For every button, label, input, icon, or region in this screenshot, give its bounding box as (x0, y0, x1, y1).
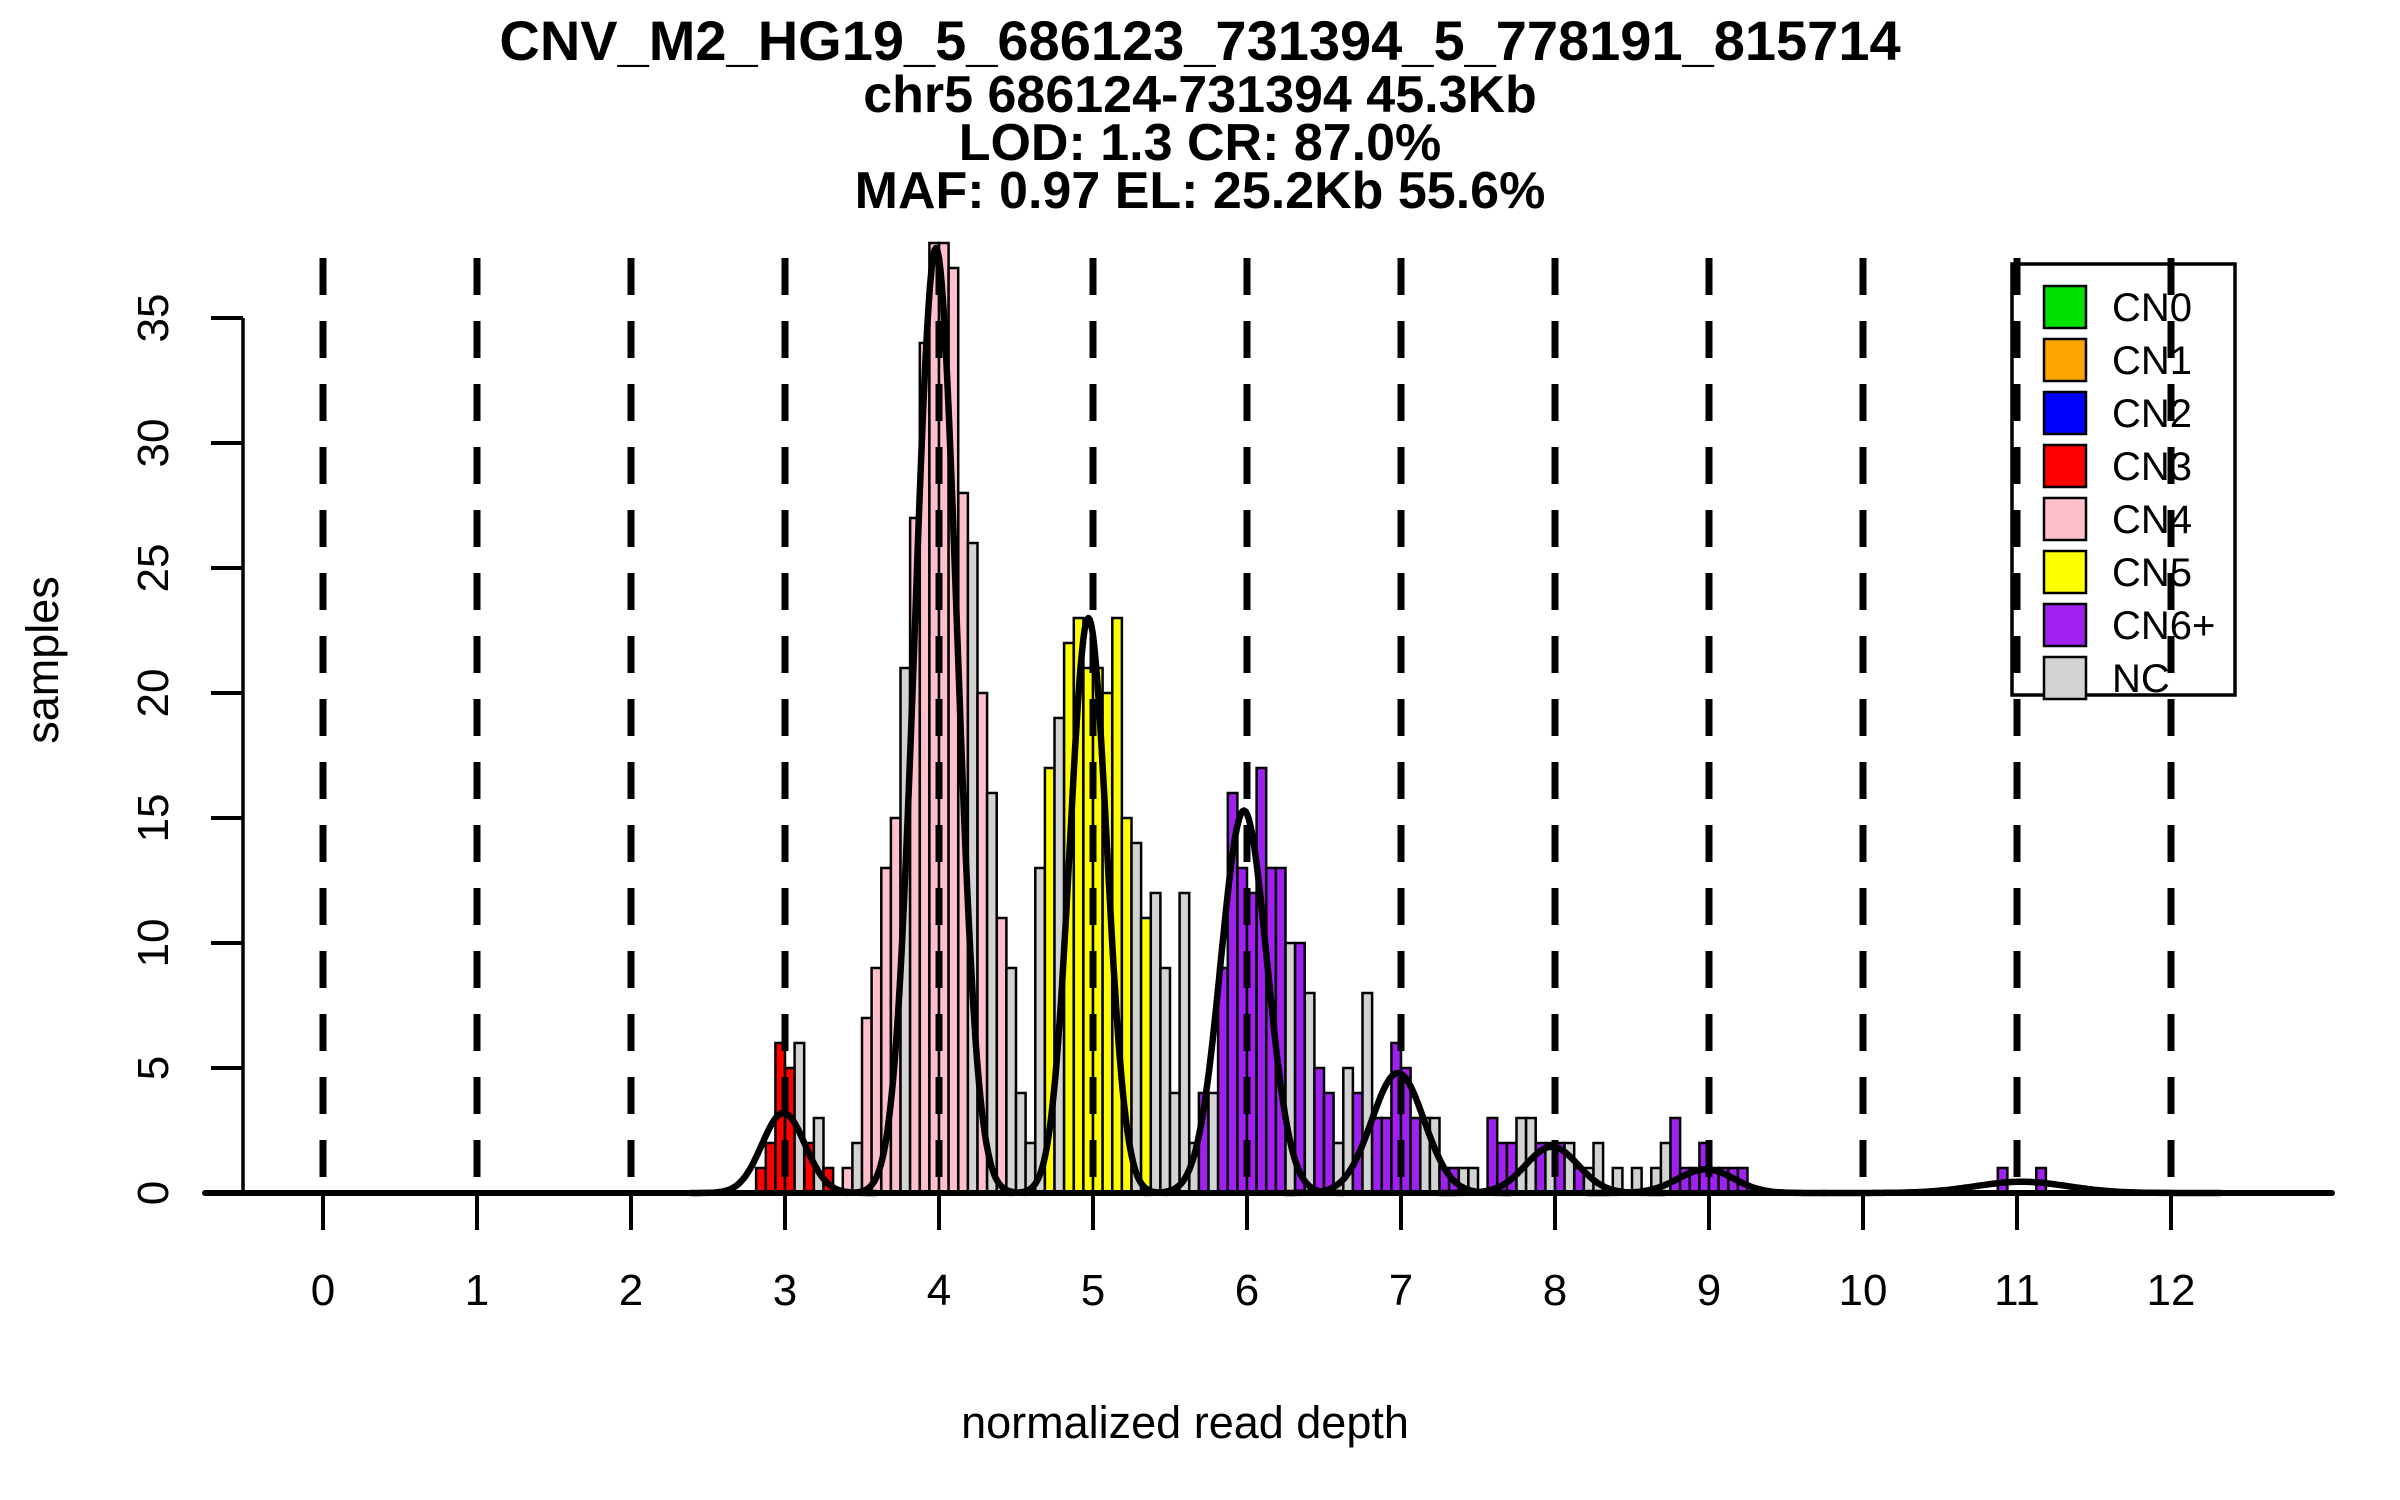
histogram-bar-cn6 (1380, 1116, 1393, 1195)
y-tick-label: 10 (129, 919, 178, 968)
histogram-bar-nc (1014, 1091, 1027, 1195)
histogram-bar-cn6 (1409, 1116, 1422, 1195)
histogram-bar-nc (1130, 841, 1143, 1195)
plot-title: CNV_M2_HG19_5_686123_731394_5_778191_815… (499, 9, 1900, 72)
legend: CN0 CN1 CN2 CN3 CN4 CN5 CN6+ NC (2010, 262, 2237, 701)
histogram-bar-nc (1034, 866, 1047, 1195)
histogram-bar-nc (1515, 1116, 1528, 1195)
y-tick-label: 30 (129, 419, 178, 468)
y-axis-title: samples (17, 576, 68, 744)
x-tick-label: 2 (619, 1266, 643, 1315)
x-axis-title: normalized read depth (961, 1397, 1409, 1448)
legend-label: CN5 (2112, 551, 2192, 595)
legend-label: CN2 (2112, 392, 2192, 436)
density-curves (202, 244, 2335, 1197)
legend-swatch-cn1 (2042, 337, 2088, 383)
histogram-bar-nc (793, 1041, 806, 1195)
legend-swatch-cn6 (2042, 602, 2088, 648)
histogram-bar-nc (1207, 1091, 1220, 1195)
histogram-bar-nc (1168, 1091, 1181, 1195)
legend-label: CN1 (2112, 339, 2192, 383)
y-tick-label: 20 (129, 669, 178, 718)
legend-label: CN6+ (2112, 604, 2215, 648)
y-tick-label: 35 (129, 294, 178, 343)
y-tick-label: 25 (129, 544, 178, 593)
histogram-bar-cn5 (1139, 916, 1152, 1195)
histogram-bar-cn3 (764, 1141, 777, 1195)
legend-swatch-nc (2042, 655, 2088, 701)
x-tick-label: 1 (465, 1266, 489, 1315)
y-axis-ticks: 0 5 10 15 20 25 30 35 (129, 294, 243, 1205)
y-tick-label: 0 (129, 1181, 178, 1205)
legend-swatch-cn4 (2042, 496, 2088, 542)
histogram-bar-cn5 (1111, 616, 1124, 1195)
histogram-bar-nc (851, 1141, 864, 1195)
titles: CNV_M2_HG19_5_686123_731394_5_778191_815… (499, 9, 1900, 220)
plot-subtitle-region: chr5 686124-731394 45.3Kb (863, 66, 1537, 124)
density-curve (843, 244, 1029, 1197)
legend-label: NC (2112, 657, 2170, 701)
histogram-bar-cn5 (1082, 666, 1095, 1195)
histogram-bar-cn6 (1313, 1066, 1326, 1195)
x-tick-label: 12 (2147, 1266, 2196, 1315)
histogram-bar-cn4 (860, 1016, 873, 1195)
density-curve (1141, 807, 1347, 1197)
legend-swatch-cn5 (2042, 549, 2088, 595)
x-tick-label: 4 (927, 1266, 951, 1315)
histogram-bar-nc (1005, 966, 1018, 1195)
x-axis-ticks: 0 1 2 3 4 5 6 7 8 9 10 11 12 (311, 1193, 2196, 1315)
plot-subtitle-lod-cr: LOD: 1.3 CR: 87.0% (959, 114, 1442, 172)
histogram-bar-nc (1159, 966, 1172, 1195)
legend-swatch-cn0 (2042, 284, 2088, 330)
legend-label: CN4 (2112, 498, 2192, 542)
legend-label: CN3 (2112, 445, 2192, 489)
x-tick-label: 5 (1081, 1266, 1105, 1315)
density-curve (1005, 614, 1172, 1197)
histogram-bar-cn4 (995, 916, 1008, 1195)
density-curve (1583, 1166, 1829, 1197)
histogram-bar-cn6 (1255, 766, 1268, 1195)
y-tick-label: 15 (129, 794, 178, 843)
histogram-bar-nc (1303, 991, 1316, 1195)
histogram-bar-cn3 (754, 1166, 767, 1195)
histogram-bar-cn6 (1322, 1091, 1335, 1195)
legend-swatch-cn2 (2042, 390, 2088, 436)
x-tick-label: 6 (1235, 1266, 1259, 1315)
histogram-bar-nc (985, 791, 998, 1195)
x-tick-label: 11 (1994, 1266, 2040, 1315)
dashed-gridlines (319, 258, 2175, 1192)
legend-box (2010, 262, 2237, 697)
histogram-bar-nc (1149, 891, 1162, 1195)
histogram-bar-cn6 (1370, 1116, 1383, 1195)
x-tick-label: 7 (1389, 1266, 1413, 1315)
x-tick-label: 8 (1543, 1266, 1567, 1315)
histogram-bar-nc (1178, 891, 1191, 1195)
y-tick-label: 5 (129, 1056, 178, 1080)
x-tick-label: 9 (1697, 1266, 1721, 1315)
x-tick-label: 3 (773, 1266, 797, 1315)
plot-subtitle-maf-el: MAF: 0.97 EL: 25.2Kb 55.6% (855, 162, 1546, 220)
density-curve (1819, 1178, 2224, 1197)
histogram-bar-cn6 (1505, 1141, 1518, 1195)
histogram-bar-nc (1361, 991, 1374, 1195)
x-tick-label: 0 (311, 1266, 335, 1315)
legend-swatch-cn3 (2042, 443, 2088, 489)
legend-items: CN0 CN1 CN2 CN3 CN4 CN5 CN6+ NC (2042, 284, 2215, 701)
histogram-bar-cn6 (1486, 1116, 1499, 1195)
x-tick-label: 10 (1839, 1266, 1888, 1315)
legend-label: CN0 (2112, 286, 2192, 330)
